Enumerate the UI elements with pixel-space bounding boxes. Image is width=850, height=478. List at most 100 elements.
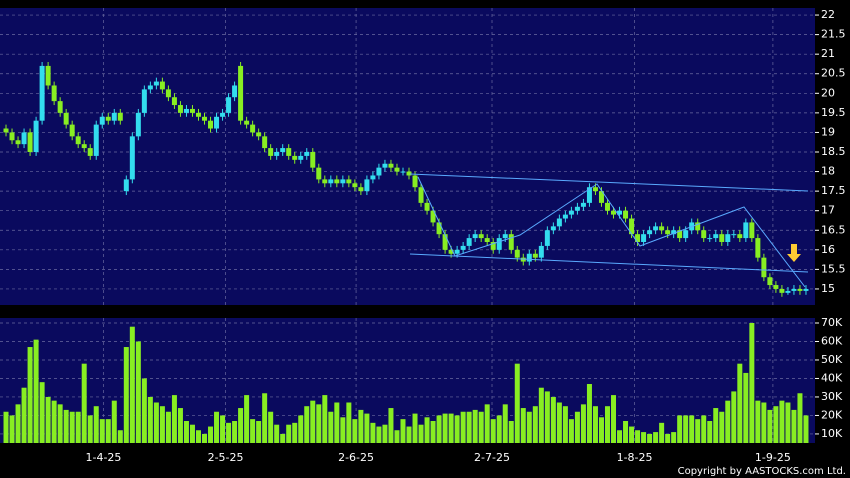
volume-bar <box>135 341 141 443</box>
candle-body <box>189 108 195 113</box>
candle-body <box>177 105 183 113</box>
volume-bar <box>442 413 448 443</box>
volume-bar <box>346 402 352 443</box>
volume-bar <box>316 404 322 443</box>
candle-body <box>117 112 123 121</box>
candle-body <box>442 234 448 250</box>
candle-body <box>635 234 641 242</box>
candle-body <box>352 183 358 188</box>
candle-body <box>412 175 418 188</box>
candle-body <box>81 144 87 149</box>
y-tick-label: 10K <box>821 427 843 440</box>
volume-bar <box>388 408 394 443</box>
candle-body <box>430 210 436 223</box>
volume-bar <box>105 419 111 443</box>
candle-body <box>33 120 39 152</box>
volume-bar <box>195 430 201 443</box>
volume-bar <box>33 339 39 443</box>
candle-body <box>418 187 424 203</box>
trend-lines <box>409 173 809 288</box>
arrow-marker <box>787 244 801 262</box>
y-tick-label: 30K <box>821 390 843 403</box>
candle-body <box>683 230 689 239</box>
candle-body <box>208 120 214 129</box>
volume-bar <box>93 406 99 443</box>
volume-bar <box>803 415 809 443</box>
candle-body <box>803 288 809 291</box>
y-tick-label: 22 <box>821 8 835 21</box>
candle-body <box>400 171 406 173</box>
candle-body <box>111 112 117 121</box>
candle-body <box>719 234 725 242</box>
candle-body <box>3 128 9 133</box>
candle-body <box>598 191 604 203</box>
candle-body <box>617 210 623 215</box>
candle-body <box>761 257 767 278</box>
volume-bar <box>202 433 208 443</box>
candle-body <box>629 218 635 235</box>
volume-bar <box>364 413 370 443</box>
volume-bar <box>147 396 153 443</box>
volume-bar <box>448 413 454 443</box>
volume-bar <box>310 400 316 443</box>
candle-body <box>701 230 707 239</box>
candle-body <box>364 179 370 192</box>
volume-bar <box>238 408 244 443</box>
volume-bar <box>208 426 214 443</box>
volume-bar <box>382 424 388 443</box>
volume-bar <box>550 396 556 443</box>
volume-bar <box>280 433 286 443</box>
volume-bar <box>99 419 105 443</box>
volume-bar <box>779 400 785 443</box>
candle-body <box>27 132 33 152</box>
candle-body <box>695 222 701 231</box>
x-tick-label: 2-5-25 <box>208 451 244 464</box>
candle-body <box>574 206 580 211</box>
volume-bar <box>544 391 550 443</box>
volume-bar <box>57 404 63 443</box>
volume-bar <box>394 430 400 443</box>
candle-body <box>490 242 496 250</box>
candle-body <box>21 132 27 145</box>
candle-body <box>556 218 562 227</box>
price-panel <box>0 8 815 305</box>
volume-bar <box>358 409 364 443</box>
candle-body <box>298 155 304 160</box>
x-tick-label: 2-7-25 <box>474 451 510 464</box>
trend-line <box>409 173 809 192</box>
candle-body <box>256 132 262 137</box>
volume-bar <box>274 424 280 443</box>
y-tick-label: 16.5 <box>821 223 846 236</box>
candle-body <box>346 179 352 184</box>
volume-bar <box>177 408 183 443</box>
x-tick-label: 2-6-25 <box>338 451 374 464</box>
candle-body <box>165 89 171 98</box>
volume-bar <box>250 419 256 443</box>
candle-body <box>755 238 761 258</box>
candle-body <box>394 167 400 172</box>
volume-bar <box>713 408 719 443</box>
volume-bar <box>586 384 592 443</box>
volume-bar <box>226 422 232 443</box>
candle-body <box>448 249 454 254</box>
volume-bar <box>514 363 520 443</box>
volume-bar <box>45 396 51 443</box>
volume-bar <box>111 400 117 443</box>
candle-body <box>460 245 466 250</box>
volume-bar <box>292 422 298 443</box>
volume-bar <box>629 426 635 443</box>
candle-body <box>202 116 208 121</box>
candle-body <box>791 288 797 291</box>
volume-bar <box>749 322 755 443</box>
volume-bar <box>75 411 81 443</box>
candle-body <box>141 89 147 113</box>
candle-body <box>749 222 755 239</box>
candle-body <box>250 124 256 133</box>
candle-body <box>592 187 598 192</box>
y-tick-label: 16 <box>821 243 835 256</box>
candle-body <box>123 179 129 192</box>
candle-body <box>268 148 274 156</box>
candle-body <box>604 202 610 211</box>
volume-bar <box>641 432 647 443</box>
